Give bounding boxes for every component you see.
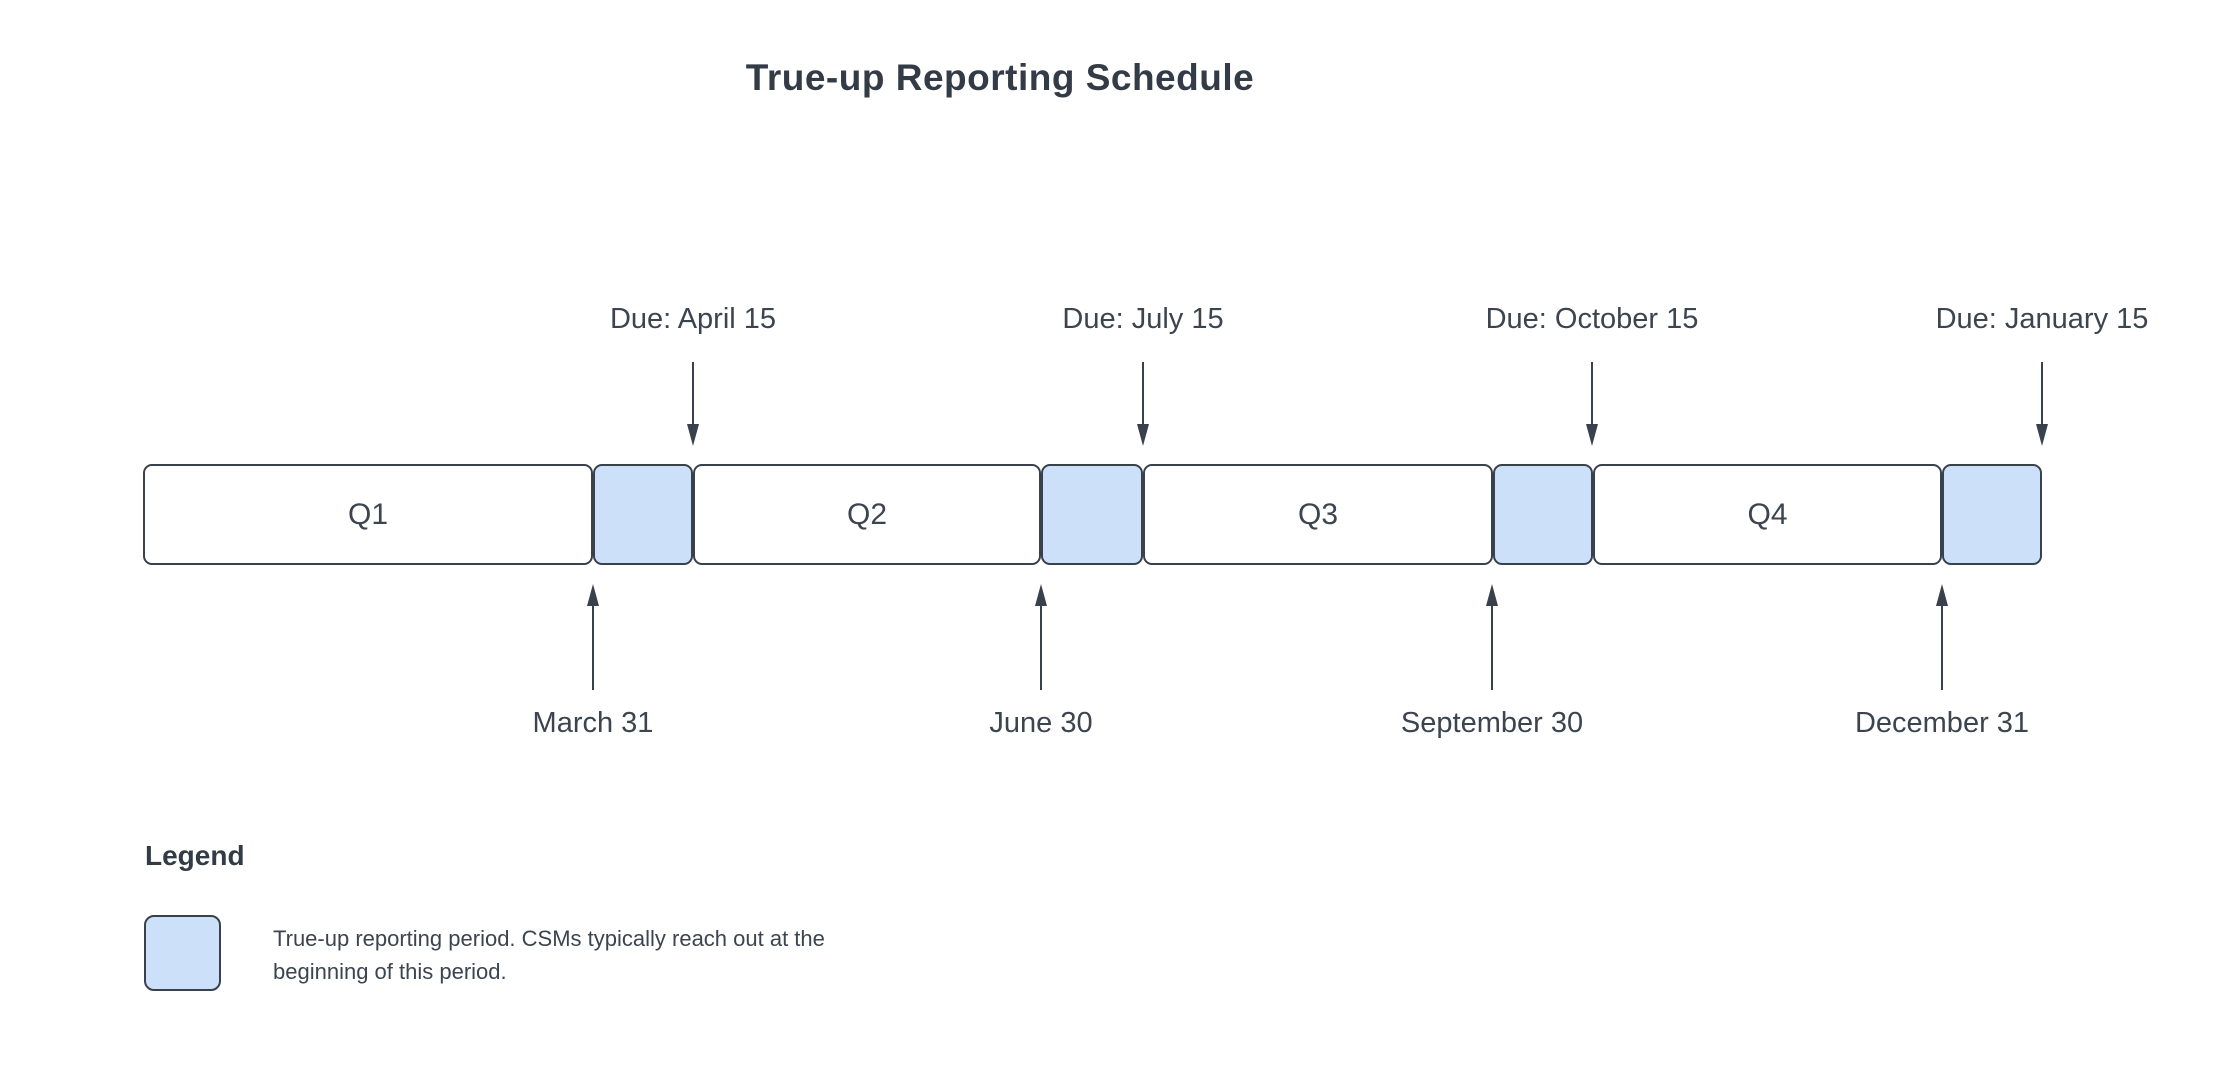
quarter-box-q2: Q2 [693,464,1041,565]
quarter-label: Q3 [1297,497,1339,531]
true-up-period-swatch [144,915,221,991]
page-title: True-up Reporting Schedule [745,57,1255,98]
quarter-end-label-q4: December 31 [1854,707,2030,739]
quarter-end-label-q1: March 31 [532,707,654,739]
arrow-up-icon [1033,584,1049,690]
arrow-down-icon [685,362,701,446]
quarter-timeline-bar: Q1 Q2 Q3 Q4 [143,464,2042,565]
due-date-label-q1: Due: April 15 [609,303,777,335]
quarter-box-q3: Q3 [1143,464,1493,565]
quarter-end-label-q2: June 30 [989,707,1093,739]
due-date-label-q4: Due: January 15 [1935,303,2149,335]
arrow-down-icon [2034,362,2050,446]
true-up-period-box-4 [1942,464,2042,565]
quarter-label: Q1 [347,497,389,531]
quarter-box-q4: Q4 [1593,464,1942,565]
arrow-up-icon [1484,584,1500,690]
arrow-down-icon [1584,362,1600,446]
true-up-period-box-2 [1041,464,1143,565]
due-date-label-q3: Due: October 15 [1485,303,1699,335]
quarter-end-label-q3: September 30 [1400,707,1584,739]
due-date-label-q2: Due: July 15 [1062,303,1224,335]
quarter-label: Q2 [846,497,888,531]
arrow-down-icon [1135,362,1151,446]
quarter-box-q1: Q1 [143,464,593,565]
arrow-up-icon [1934,584,1950,690]
arrow-up-icon [585,584,601,690]
legend-item-description: True-up reporting period. CSMs typically… [273,926,825,984]
legend-title: Legend [145,840,245,871]
true-up-period-box-1 [593,464,693,565]
true-up-period-box-3 [1493,464,1593,565]
quarter-label: Q4 [1747,497,1788,531]
